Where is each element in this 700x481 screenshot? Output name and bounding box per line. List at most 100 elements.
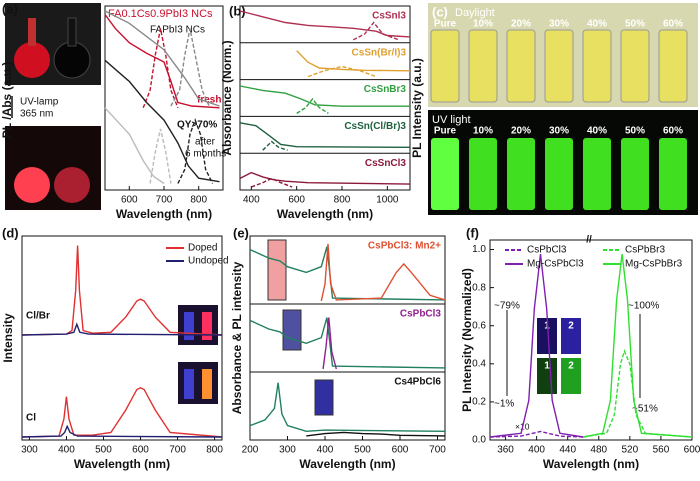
subplot-label: CsSn(Cl/Br)3 [344,121,406,132]
annotation: UV-lamp [20,97,59,108]
flask [53,41,91,79]
series-line [21,424,223,438]
vial-label: 50% [625,126,645,137]
axis-break: // [586,235,592,246]
vial [582,29,612,103]
inset-photo [561,318,581,354]
series-line [251,177,293,188]
series-line [104,14,220,109]
vial-label: Pure [434,126,457,137]
x-tick-label: 600 [132,445,149,456]
y-tick-label: 0.0 [472,435,486,446]
vial [202,369,212,399]
x-tick-label: 400 [58,445,75,456]
x-tick-label: 800 [334,195,351,206]
vial-label: 60% [663,126,683,137]
subplot-label: CsSnBr3 [364,84,407,95]
x-tick-label: 1000 [376,195,399,206]
vial [545,138,573,210]
panel-label: (c) [432,4,448,19]
annotation: 6 months [185,149,226,160]
plot-frame [489,239,693,441]
series-line [296,50,411,72]
x-axis-label: Wavelength (nm) [74,457,170,471]
subplot-label: Cl/Br [26,311,50,322]
x-tick-label: 560 [653,445,670,456]
series-line [322,317,337,370]
subplot-label: CsPbCl3 [400,309,442,320]
vial [659,138,687,210]
subplot-label: Cs4PbCl6 [394,377,441,388]
vial [184,369,194,399]
vial-label: 30% [549,19,569,30]
vial-label: 20% [511,126,531,137]
x-tick-label: 800 [190,195,207,206]
inset-photo [537,318,557,354]
x-tick-label: 300 [21,445,38,456]
flask-neck [28,18,36,46]
legend-label: Undoped [188,256,229,267]
vial [431,138,459,210]
y-tick-label: 1.0 [472,244,486,255]
photo-title: Daylight [455,7,495,19]
x-tick-label: 200 [242,445,259,456]
inset-photo [282,309,302,351]
panel-label: (a) [2,1,18,16]
vial-label: Pure [434,19,457,30]
vial-label: 20% [511,19,531,30]
flask [14,42,50,78]
inset-photo [537,358,557,394]
series-line [21,245,223,336]
x-tick-label: 700 [156,195,173,206]
series-line [489,254,584,438]
y-axis-label: PL Intensity (a.u.) [410,58,424,158]
y-tick-label: 0.8 [472,282,486,293]
x-tick-label: 520 [622,445,639,456]
y-tick-label: 0.6 [472,320,486,331]
inset-label: 1 [544,361,550,372]
series-line [239,122,411,148]
vial-label: 40% [587,126,607,137]
vial [430,29,460,103]
photo-title: UV light [432,114,471,126]
y-axis-label: Intensity [1,313,15,363]
vial [506,29,536,103]
vial [544,29,574,103]
x-axis-label: Wavelength (nm) [299,457,395,471]
y-tick-label: 0.2 [472,397,486,408]
x-tick-label: 600 [392,445,409,456]
subplot-label: CsSn(Br/I)3 [352,47,407,58]
legend-label: Doped [188,243,217,254]
vial-label: 10% [473,19,493,30]
y-axis-label: PL /Abs (a.u.) [0,62,14,138]
vial-label: 10% [473,126,493,137]
series-line [149,128,172,184]
series-line [21,322,223,336]
annotation: fresh [197,95,221,106]
y-axis-label: Absorbance (Norm.) [220,40,234,155]
legend-label: Mg-CsPbBr3 [625,259,683,270]
x-axis-label: Wavelength (nm) [116,207,212,221]
series-line [489,430,584,438]
vial-label: 30% [549,126,569,137]
vial-label: 40% [587,19,607,30]
plot-frame [239,5,411,191]
x-tick-label: 600 [288,195,305,206]
annotation: ~79% [494,301,520,312]
series-line [170,28,210,107]
series-line [104,10,220,107]
plot-frame [21,235,223,441]
vial [658,29,688,103]
subplot-label: CsSnCl3 [365,158,407,169]
inset-photo [561,358,581,394]
series-line [583,254,693,438]
vial [202,312,212,340]
series-line [320,243,446,302]
series-line [306,431,446,437]
y-axis-label: Absorbance & PL intensity [230,261,244,414]
plot-frame [249,235,446,441]
flask-neck [67,17,77,47]
series-line [583,349,693,438]
